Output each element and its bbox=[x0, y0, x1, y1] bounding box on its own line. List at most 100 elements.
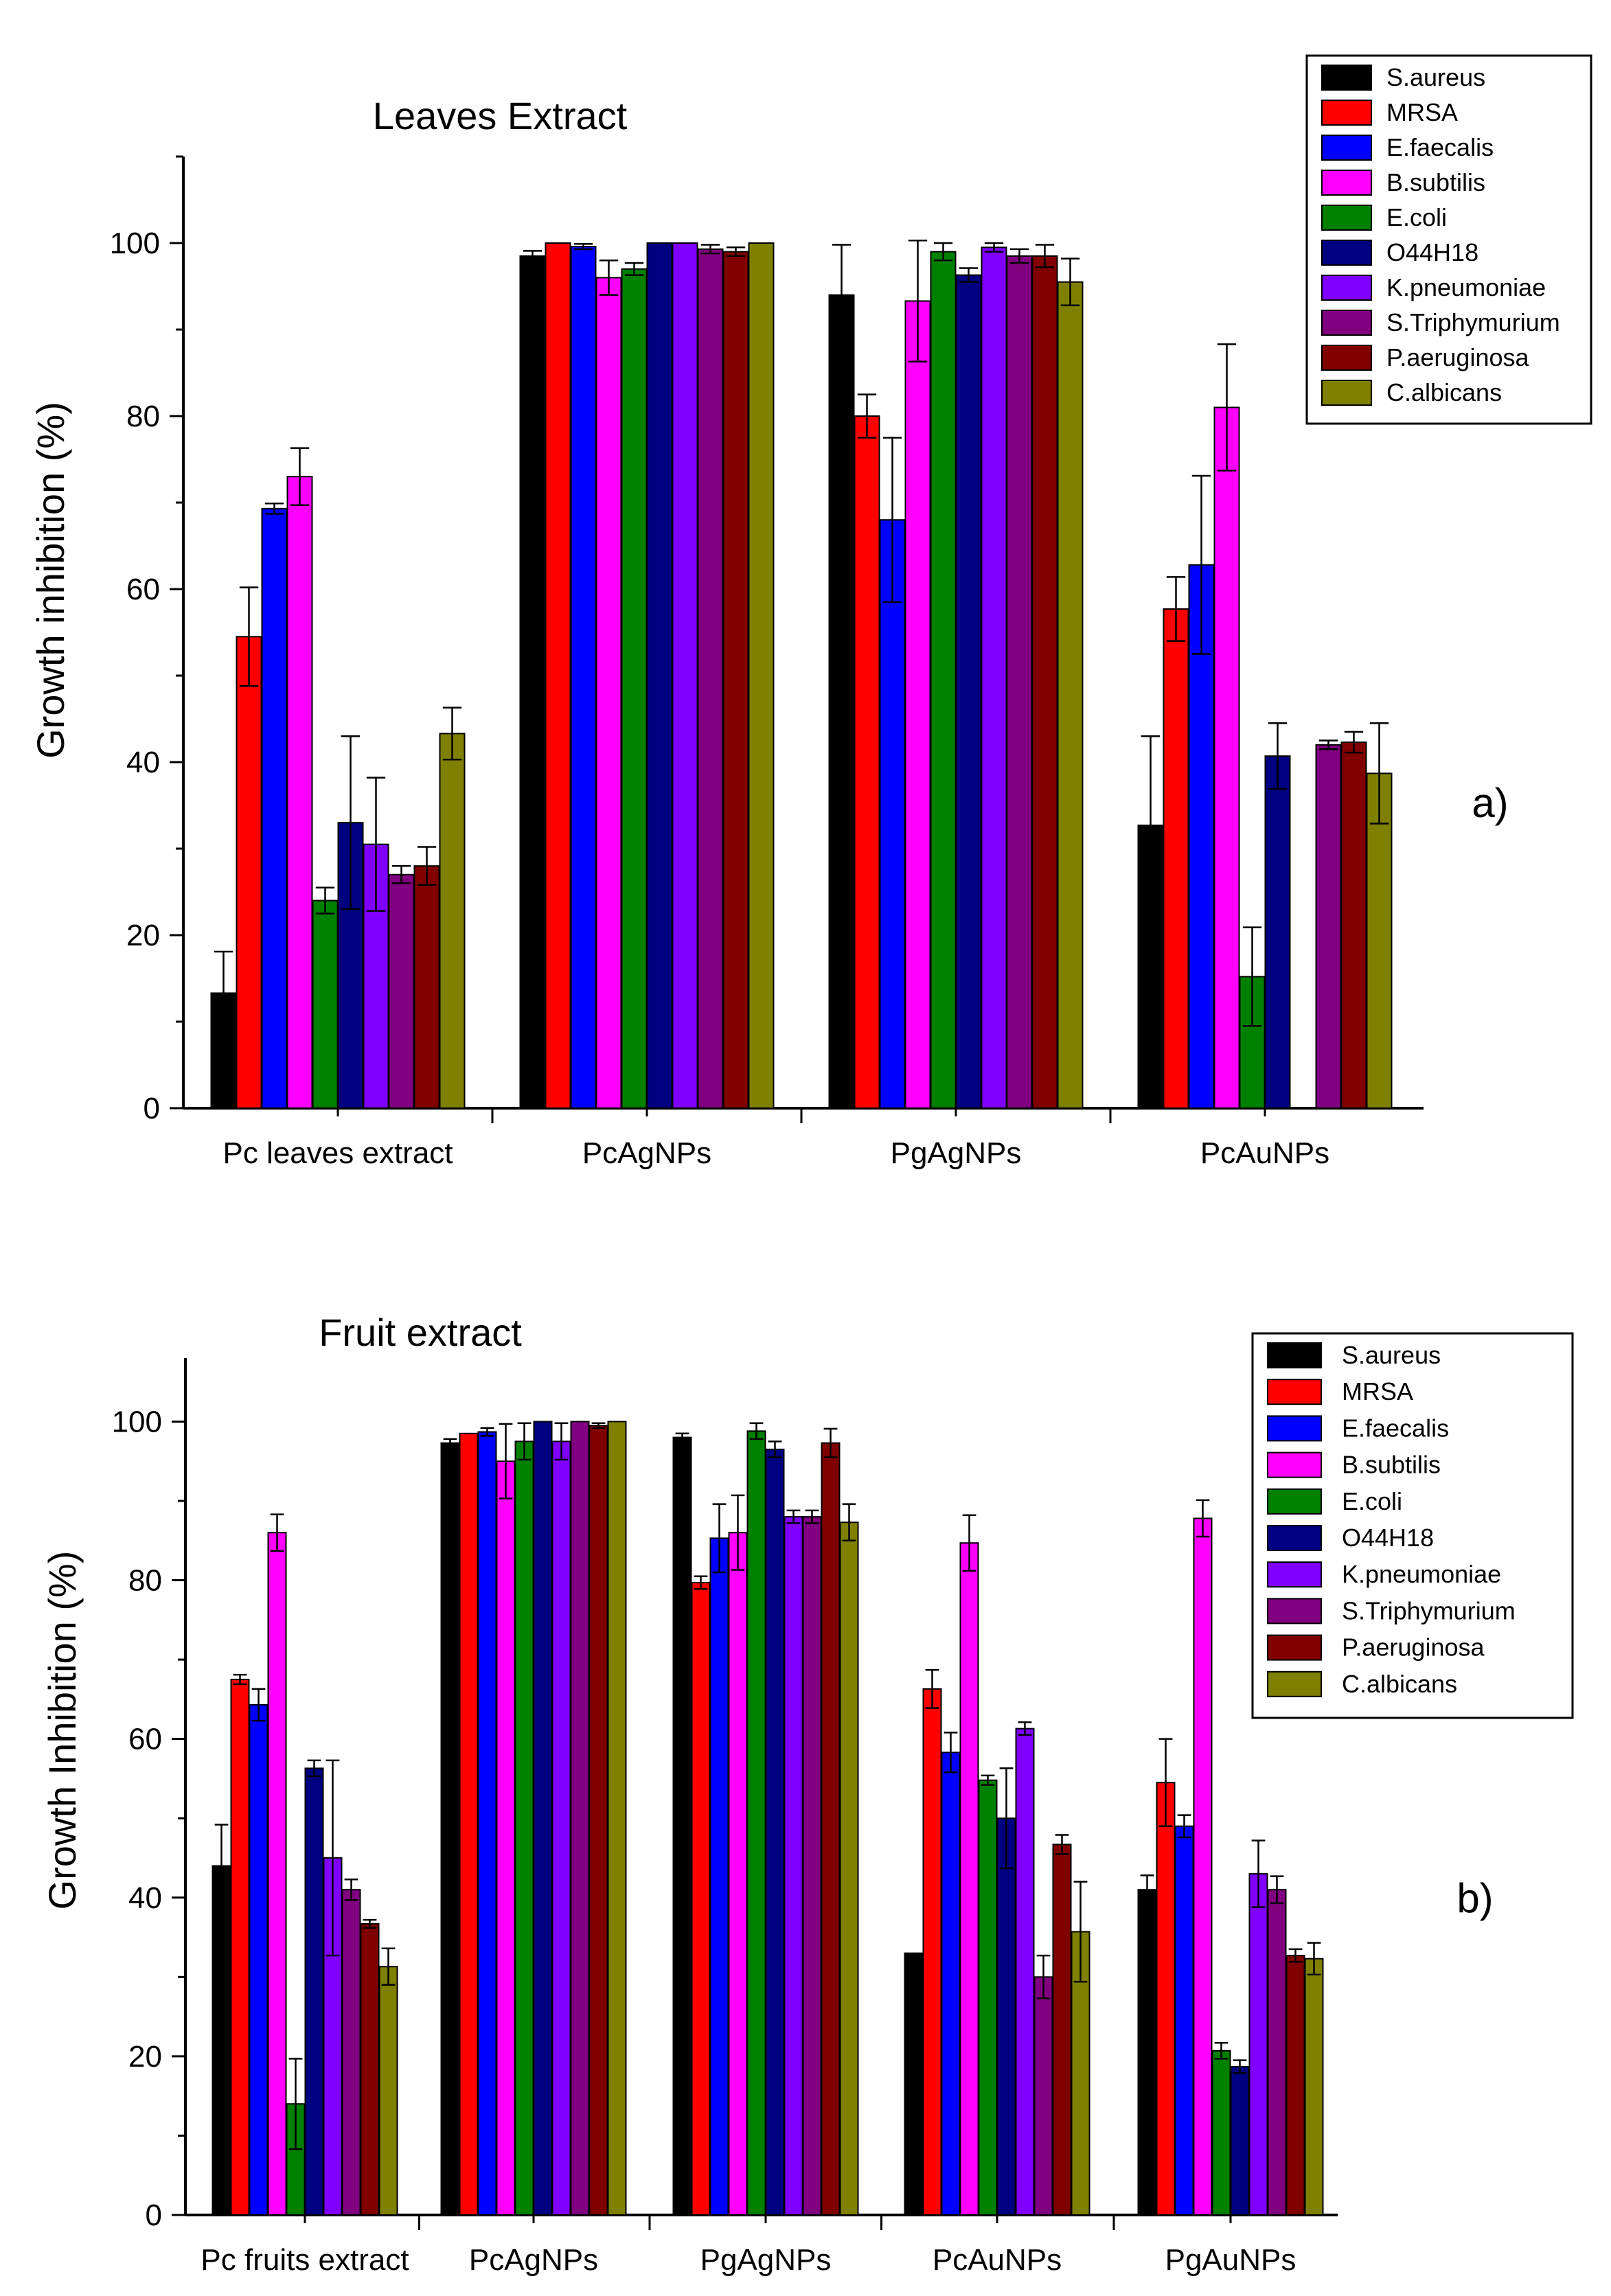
y-tick-label: 40 bbox=[128, 1881, 162, 1915]
bar bbox=[267, 1532, 287, 2216]
legend-swatch bbox=[1321, 170, 1372, 196]
panel-label: a) bbox=[1472, 780, 1508, 826]
chart-b: Fruit extract b) Growth Inhibition (%) 0… bbox=[41, 1311, 1574, 2277]
legend-label: K.pneumoniae bbox=[1342, 1560, 1501, 1588]
x-tick-label: PcAgNPs bbox=[582, 1136, 711, 1170]
bar bbox=[691, 1582, 711, 2216]
legend-swatch bbox=[1321, 310, 1372, 336]
bar bbox=[904, 300, 931, 1109]
bar bbox=[1174, 1825, 1194, 2216]
legend-swatch bbox=[1267, 1671, 1322, 1697]
bar bbox=[1052, 1844, 1072, 2216]
bar bbox=[1366, 772, 1393, 1109]
bar bbox=[286, 476, 313, 1109]
legend-label: P.aeruginosa bbox=[1386, 343, 1529, 371]
bar bbox=[236, 636, 262, 1109]
bar bbox=[607, 1421, 627, 2216]
x-tick-label: PcAuNPs bbox=[933, 2243, 1062, 2277]
x-tick-label: PgAgNPs bbox=[700, 2243, 832, 2277]
bar bbox=[1137, 1889, 1157, 2216]
bar bbox=[1315, 744, 1342, 1110]
y-tick-label: 0 bbox=[146, 2199, 162, 2232]
legend-swatch bbox=[1321, 135, 1372, 161]
legend-label: MRSA bbox=[1386, 98, 1458, 126]
bar bbox=[922, 1688, 942, 2216]
bar bbox=[930, 251, 957, 1110]
legend-label: C.albicans bbox=[1342, 1670, 1457, 1698]
bar bbox=[1286, 1955, 1305, 2216]
legend-swatch bbox=[1267, 1379, 1322, 1405]
x-tick-label: Pc fruits extract bbox=[201, 2243, 409, 2277]
bar bbox=[879, 519, 906, 1109]
bar bbox=[1015, 1727, 1035, 2216]
legend-label: S.aureus bbox=[1342, 1341, 1441, 1369]
legend-label: B.subtilis bbox=[1386, 168, 1485, 196]
bar bbox=[996, 1817, 1016, 2216]
bar bbox=[533, 1421, 553, 2216]
bar bbox=[828, 294, 855, 1110]
bar bbox=[1057, 281, 1084, 1110]
legend-swatch bbox=[1321, 275, 1372, 301]
bar bbox=[854, 415, 880, 1109]
chart-title: Leaves Extract bbox=[373, 94, 628, 137]
legend-swatch bbox=[1321, 380, 1372, 406]
bar bbox=[360, 1922, 380, 2216]
bar bbox=[784, 1516, 803, 2216]
legend-label: B.subtilis bbox=[1342, 1451, 1441, 1479]
bar bbox=[589, 1425, 608, 2216]
chart-a: Leaves Extract a) Growth inhibition (%) … bbox=[29, 54, 1592, 1170]
bar bbox=[1211, 2050, 1231, 2216]
bar bbox=[955, 274, 982, 1109]
legend-label: K.pneumoniae bbox=[1386, 273, 1546, 301]
legend-swatch bbox=[1267, 1488, 1322, 1515]
legend-swatch bbox=[1321, 345, 1372, 371]
x-tick-label: PcAuNPs bbox=[1200, 1136, 1329, 1170]
y-tick-label: 20 bbox=[128, 2040, 162, 2074]
bar bbox=[1033, 1976, 1053, 2216]
x-tick-label: PcAgNPs bbox=[469, 2243, 598, 2277]
legend-label: S.Triphymurium bbox=[1386, 308, 1560, 336]
bar bbox=[551, 1440, 571, 2216]
legend-label: C.albicans bbox=[1386, 378, 1502, 406]
y-tick-label: 100 bbox=[112, 1405, 162, 1438]
y-tick-label: 100 bbox=[110, 227, 160, 260]
legend-swatch bbox=[1267, 1342, 1322, 1368]
legend-label: E.faecalis bbox=[1386, 133, 1494, 161]
x-tick-label: PgAuNPs bbox=[1165, 2243, 1296, 2277]
bar bbox=[1031, 255, 1058, 1109]
bar bbox=[1340, 742, 1367, 1109]
bar bbox=[312, 899, 339, 1109]
x-tick-label: Pc leaves extract bbox=[222, 1136, 453, 1170]
legend-swatch bbox=[1267, 1561, 1322, 1588]
bar bbox=[514, 1440, 534, 2216]
bar bbox=[304, 1767, 324, 2216]
bar bbox=[839, 1522, 859, 2216]
bar bbox=[1193, 1517, 1213, 2216]
bar bbox=[981, 246, 1007, 1109]
bar bbox=[904, 1952, 924, 2216]
y-tick-label: 80 bbox=[126, 400, 160, 433]
bar bbox=[570, 1421, 590, 2216]
bar bbox=[646, 242, 673, 1109]
legend-label: S.aureus bbox=[1386, 63, 1485, 91]
bar bbox=[821, 1442, 841, 2216]
bar bbox=[439, 733, 466, 1110]
bar bbox=[378, 1966, 398, 2216]
legend-swatch bbox=[1321, 205, 1372, 231]
bar bbox=[1304, 1958, 1324, 2216]
bar bbox=[1267, 1889, 1287, 2216]
y-tick-label: 40 bbox=[126, 746, 160, 779]
bar bbox=[230, 1679, 250, 2216]
y-tick-label: 0 bbox=[144, 1092, 160, 1125]
bar bbox=[765, 1448, 785, 2216]
legend-label: O44H18 bbox=[1386, 238, 1478, 266]
legend-swatch bbox=[1267, 1634, 1322, 1661]
bar bbox=[748, 242, 775, 1109]
plot-area: 0 20 40 60 80 100 Pc fruits extract PcAgNPs PgAg… bbox=[112, 1358, 1338, 2277]
bar bbox=[672, 1436, 692, 2216]
legend-label: S.Triphymurium bbox=[1342, 1596, 1516, 1625]
legend-swatch bbox=[1267, 1415, 1322, 1442]
bar bbox=[341, 1889, 361, 2216]
legend-swatch bbox=[1267, 1525, 1322, 1551]
